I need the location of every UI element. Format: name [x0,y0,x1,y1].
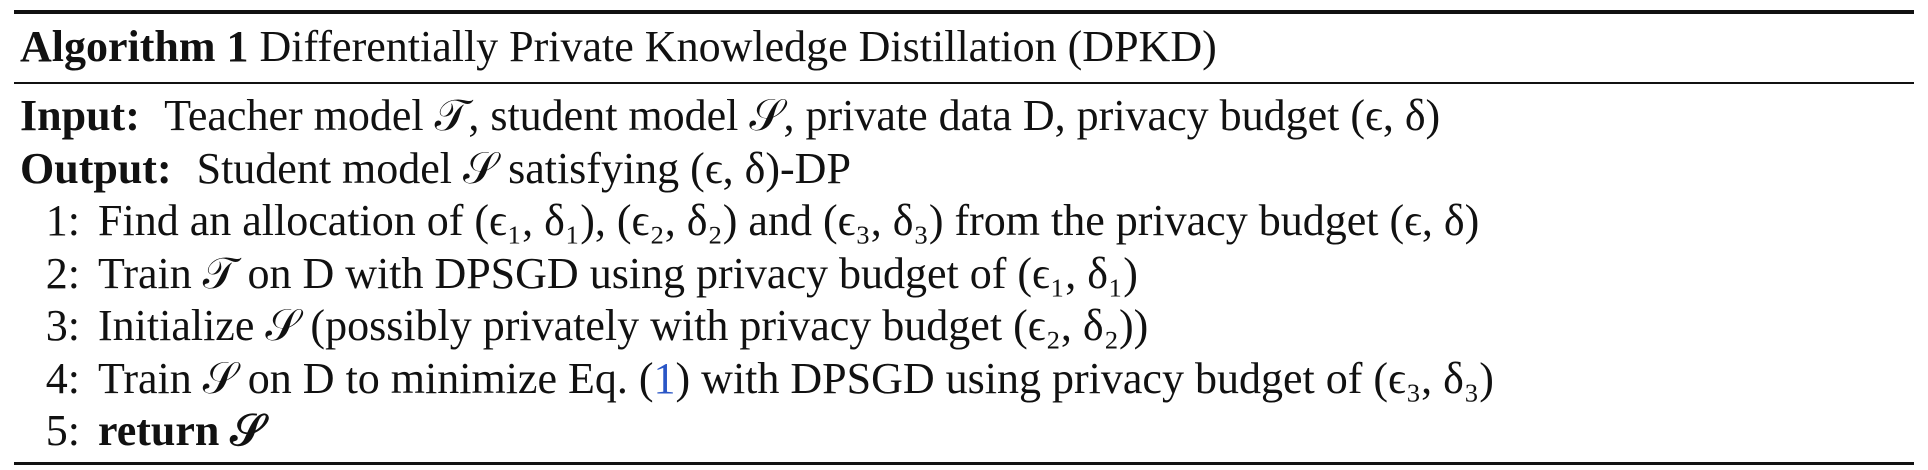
return-keyword: return [98,406,220,455]
step-4: 4: Train 𝒮 on D to minimize Eq. (1) with … [20,353,1914,406]
step-text: Train 𝒯 on D with DPSGD using privacy bu… [98,248,1138,298]
step-1: 1: Find an allocation of (ϵ₁, δ₁), (ϵ₂, δ… [20,195,1914,248]
input-text: Teacher model 𝒯, student model 𝒮, privat… [164,91,1441,140]
algorithm-block: Algorithm 1 Differentially Private Knowl… [14,10,1914,465]
step-number: 5: [45,406,80,455]
step-number: 1: [45,196,80,245]
algorithm-number: Algorithm 1 [20,22,249,71]
step-2: 2: Train 𝒯 on D with DPSGD using privacy … [20,248,1914,301]
algorithm-title-line: Algorithm 1 Differentially Private Knowl… [14,14,1914,82]
step-5: 5: return 𝒮 [20,405,1914,458]
middle-rule [14,82,1914,84]
bottom-rule [14,461,1914,465]
step-number: 2: [45,248,80,298]
output-label: Output: [20,143,172,193]
step-number: 4: [45,353,80,403]
input-line: Input: Teacher model 𝒯, student model 𝒮,… [20,90,1914,143]
input-label: Input: [20,91,140,140]
algorithm-body: Input: Teacher model 𝒯, student model 𝒮,… [14,84,1914,462]
step-text: Find an allocation of (ϵ₁, δ₁), (ϵ₂, δ₂)… [98,196,1480,245]
top-rule [14,10,1914,14]
step-text-before-ref: Train 𝒮 on D to minimize Eq. ( [98,353,654,403]
step-text-after-ref: ) with DPSGD using privacy budget of (ϵ₃… [675,353,1494,403]
step-text: Initialize 𝒮 (possibly privately with pr… [98,301,1149,350]
step-number: 3: [45,301,80,350]
output-line: Output: Student model 𝒮 satisfying (ϵ, δ… [20,143,1914,196]
step-3: 3: Initialize 𝒮 (possibly privately with … [20,300,1914,353]
output-text: Student model 𝒮 satisfying (ϵ, δ)-DP [196,143,851,193]
algorithm-title: Differentially Private Knowledge Distill… [259,22,1217,71]
equation-reference-link[interactable]: 1 [653,353,676,403]
return-value: 𝒮 [230,406,265,455]
